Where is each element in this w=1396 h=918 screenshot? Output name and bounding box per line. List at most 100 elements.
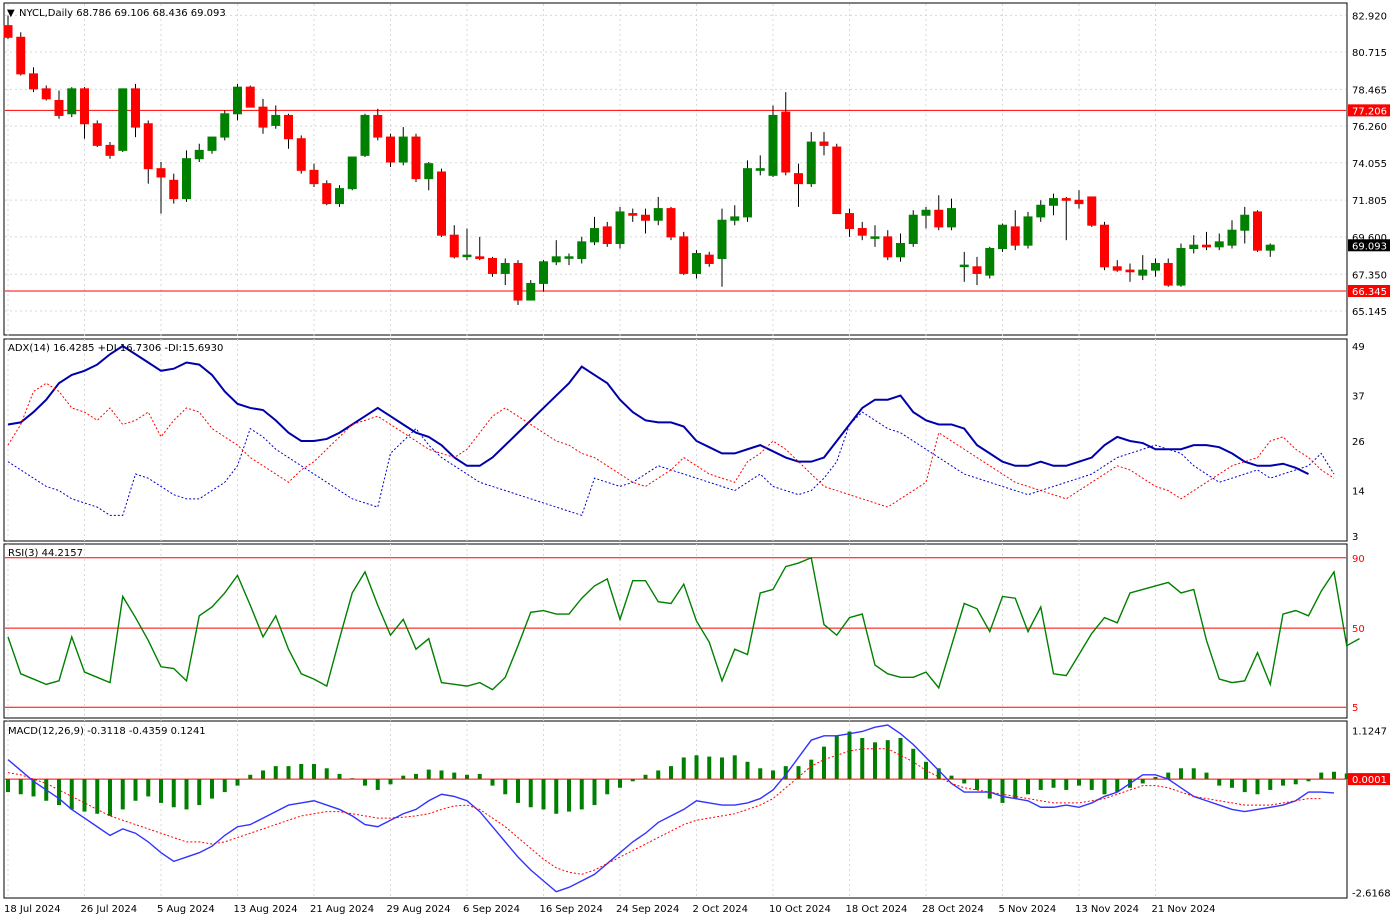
candle-body bbox=[462, 254, 472, 258]
candle-body bbox=[1036, 204, 1046, 218]
macd-histogram-bar bbox=[1230, 779, 1234, 788]
macd-histogram-bar bbox=[108, 779, 112, 816]
macd-histogram-bar bbox=[643, 774, 648, 780]
macd-histogram-bar bbox=[987, 779, 992, 799]
candle-body bbox=[1163, 262, 1173, 286]
candle-body bbox=[271, 114, 281, 126]
macd-histogram-bar bbox=[975, 779, 979, 790]
candle-body bbox=[80, 88, 89, 125]
adx-pane[interactable] bbox=[3, 338, 1348, 542]
candle-body bbox=[41, 88, 51, 100]
macd-histogram-bar bbox=[847, 731, 852, 780]
candle-body bbox=[577, 241, 587, 259]
macd-histogram-bar bbox=[809, 759, 814, 780]
macd-histogram-bar bbox=[159, 779, 163, 803]
macd-histogram-bar bbox=[949, 775, 954, 780]
candle-body bbox=[54, 99, 64, 116]
candle-body bbox=[258, 106, 268, 128]
macd-histogram-bar bbox=[579, 779, 584, 810]
candle-body bbox=[488, 257, 497, 274]
candle-body bbox=[335, 188, 344, 205]
macd-histogram-bar bbox=[1026, 779, 1030, 795]
candle-body bbox=[921, 209, 931, 216]
candle-body bbox=[373, 114, 383, 138]
macd-histogram-bar bbox=[312, 763, 316, 780]
adx-pane-header: ADX(14) 16.4285 +DI 16.7306 -DI:15.6930 bbox=[8, 343, 223, 354]
price-level-tag-label: 77.206 bbox=[1352, 106, 1387, 117]
macd-lines bbox=[5, 724, 1362, 893]
macd-histogram-bar bbox=[197, 779, 202, 806]
macd-pane[interactable] bbox=[3, 720, 1348, 899]
candle-body bbox=[679, 236, 689, 274]
candle-body bbox=[220, 113, 230, 138]
adx-tick-label: 37 bbox=[1352, 392, 1365, 403]
collapse-arrow-icon[interactable]: ▼ bbox=[7, 8, 15, 19]
candle-body bbox=[296, 138, 306, 171]
time-tick-label: 5 Aug 2024 bbox=[157, 904, 215, 915]
macd-histogram-bar bbox=[171, 779, 176, 808]
macd-zero-tag-label: 0.0001 bbox=[1352, 775, 1387, 786]
candle-body bbox=[1112, 266, 1122, 271]
macd-histogram-bar bbox=[6, 779, 10, 793]
macd-histogram-bar bbox=[452, 772, 457, 780]
candle-body bbox=[947, 208, 956, 228]
candle-body bbox=[730, 216, 740, 221]
macd-tick-label: 1.1247 bbox=[1352, 726, 1387, 737]
candle-body bbox=[156, 168, 166, 178]
price-level-tag bbox=[1348, 284, 1390, 297]
adx-tick-label: 49 bbox=[1352, 342, 1365, 353]
macd-zero-tag bbox=[1348, 773, 1390, 786]
candle-body bbox=[1023, 216, 1033, 246]
rsi-tick-label: 5 bbox=[1352, 703, 1358, 714]
candle-body bbox=[449, 234, 459, 258]
candle-body bbox=[169, 179, 179, 200]
macd-histogram-bar bbox=[299, 763, 304, 780]
rsi-pane[interactable] bbox=[3, 543, 1348, 719]
macd-histogram-bar bbox=[503, 779, 508, 795]
macd-histogram-bar bbox=[873, 742, 877, 780]
macd-histogram-bar bbox=[222, 779, 227, 793]
price-pane[interactable] bbox=[3, 2, 1348, 336]
macd-histogram-bar bbox=[133, 779, 138, 801]
candle-body bbox=[590, 228, 599, 243]
candle-body bbox=[908, 214, 918, 245]
price-tick-label: 67.350 bbox=[1352, 270, 1387, 281]
time-tick-label: 21 Aug 2024 bbox=[310, 904, 374, 915]
macd-histogram-bar bbox=[694, 755, 699, 780]
candle-body bbox=[424, 163, 434, 180]
macd-histogram-bar bbox=[388, 779, 393, 785]
candle-body bbox=[972, 266, 982, 274]
candle-body bbox=[1227, 229, 1237, 246]
macd-histogram-bar bbox=[1153, 776, 1158, 780]
candle-body bbox=[539, 261, 548, 284]
macd-histogram-bar bbox=[1204, 772, 1209, 780]
macd-histogram-bar bbox=[324, 768, 329, 780]
current-price-label: 69.093 bbox=[1352, 241, 1387, 252]
macd-histogram-bar bbox=[528, 779, 533, 808]
candle-body bbox=[845, 213, 854, 230]
macd-histogram-bar bbox=[834, 735, 839, 780]
candle-body bbox=[857, 228, 867, 236]
macd-histogram-bar bbox=[758, 768, 763, 780]
price-tick-label: 74.055 bbox=[1352, 159, 1387, 170]
candle-body bbox=[513, 262, 523, 301]
candle-body bbox=[998, 224, 1007, 250]
candle-body bbox=[743, 168, 752, 218]
price-level-tag bbox=[1348, 104, 1390, 117]
macd-histogram-bar bbox=[1179, 768, 1183, 780]
candle-body bbox=[692, 252, 701, 274]
candle-body bbox=[386, 136, 395, 163]
macd-histogram-bar bbox=[1344, 773, 1349, 780]
candle-body bbox=[67, 88, 77, 115]
macd-histogram-bar bbox=[1319, 772, 1324, 780]
macd-histogram-bar bbox=[69, 779, 74, 810]
time-tick-label: 18 Oct 2024 bbox=[846, 904, 908, 915]
rsi-lines bbox=[5, 556, 1360, 708]
candle-body bbox=[551, 256, 561, 263]
macd-histogram-bar bbox=[1242, 779, 1247, 793]
macd-histogram-bar bbox=[618, 779, 622, 788]
candle-body bbox=[959, 264, 969, 268]
macd-histogram-bar bbox=[401, 775, 406, 780]
candle-body bbox=[143, 123, 153, 170]
